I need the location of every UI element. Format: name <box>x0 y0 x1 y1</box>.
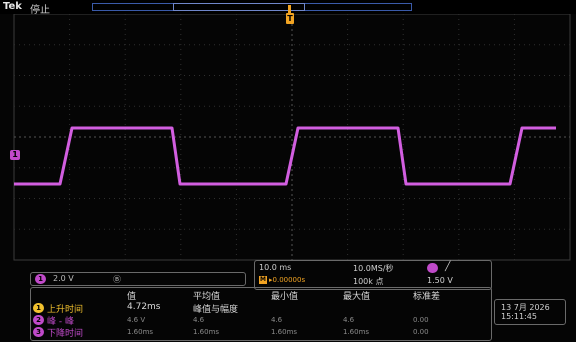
horizontal-scale: 10.0 ms <box>259 263 292 272</box>
measurement-table[interactable]: 值 平均值 最小值 最大值 标准差 1 上升时间 4.72ms 峰值与幅度 2 … <box>30 287 492 341</box>
channel-ground-marker[interactable]: 1 <box>10 150 20 160</box>
measurement-mean: 峰值与幅度 <box>193 305 239 315</box>
measurement-max: 4.6 <box>343 316 355 324</box>
col-header-max: 最大值 <box>343 292 371 302</box>
measurement-min: 1.60ms <box>271 328 298 336</box>
measurement-badge: 1 <box>33 303 44 313</box>
trigger-source-badge <box>427 263 438 273</box>
measurement-name: 峰 - 峰 <box>47 317 74 327</box>
col-header-mean: 平均值 <box>193 292 221 302</box>
measurement-row[interactable]: 2 峰 - 峰 4.6 V 4.6 4.6 4.6 0.00 <box>31 314 491 327</box>
timebase-readout[interactable]: 10.0 ms 10.0MS/秒 ╱ M ▸0.00000s 100k 点 1.… <box>254 260 492 290</box>
col-header-stddev: 标准差 <box>413 292 441 302</box>
channel-badge: 1 <box>35 274 46 284</box>
measurement-mean: 4.6 <box>193 316 205 324</box>
trigger-level: 1.50 V <box>427 276 453 285</box>
measurement-value: 1.60ms <box>127 328 154 336</box>
date-time-readout: 13 7月 2026 15:11:45 <box>494 299 566 325</box>
measurement-value: 4.72ms <box>127 302 161 312</box>
measurement-badge: 3 <box>33 327 44 337</box>
col-header-min: 最小值 <box>271 292 299 302</box>
measurement-badge: 2 <box>33 315 44 325</box>
measurement-name: 上升时间 <box>47 305 84 315</box>
col-header-value: 值 <box>127 292 137 302</box>
measurement-name: 下降时间 <box>47 329 84 339</box>
record-view-window <box>173 3 305 11</box>
delay-icon: M <box>259 276 267 284</box>
measurement-value: 4.6 V <box>127 316 146 324</box>
measurement-stddev: 0.00 <box>413 328 429 336</box>
measurement-max: 1.60ms <box>343 328 370 336</box>
trigger-position-marker: T <box>286 13 294 24</box>
measurement-row[interactable]: 1 上升时间 4.72ms 峰值与幅度 <box>31 302 491 315</box>
measurement-header-row: 值 平均值 最小值 最大值 标准差 <box>31 289 491 302</box>
date-label: 13 7月 2026 <box>501 303 550 312</box>
run-state-indicator: 停止 <box>30 5 50 16</box>
trigger-slope-icon: ╱ <box>445 262 451 272</box>
horizontal-delay: ▸0.00000s <box>269 276 306 284</box>
trigger-position-caret-icon <box>288 5 291 13</box>
measurement-mean: 1.60ms <box>193 328 220 336</box>
record-length: 100k 点 <box>353 277 384 286</box>
measurement-row[interactable]: 3 下降时间 1.60ms 1.60ms 1.60ms 1.60ms 0.00 <box>31 326 491 339</box>
channel-readout[interactable]: 1 2.0 V Ⓑ <box>30 272 246 286</box>
channel-scale: 2.0 V <box>53 274 74 283</box>
time-label: 15:11:45 <box>501 312 537 321</box>
measurement-min: 4.6 <box>271 316 283 324</box>
bandwidth-icon: Ⓑ <box>113 275 121 284</box>
sample-rate: 10.0MS/秒 <box>353 264 394 273</box>
brand-logo: Tek <box>3 1 22 12</box>
record-view-bar <box>92 3 412 11</box>
measurement-stddev: 0.00 <box>413 316 429 324</box>
waveform-trace <box>14 126 556 186</box>
